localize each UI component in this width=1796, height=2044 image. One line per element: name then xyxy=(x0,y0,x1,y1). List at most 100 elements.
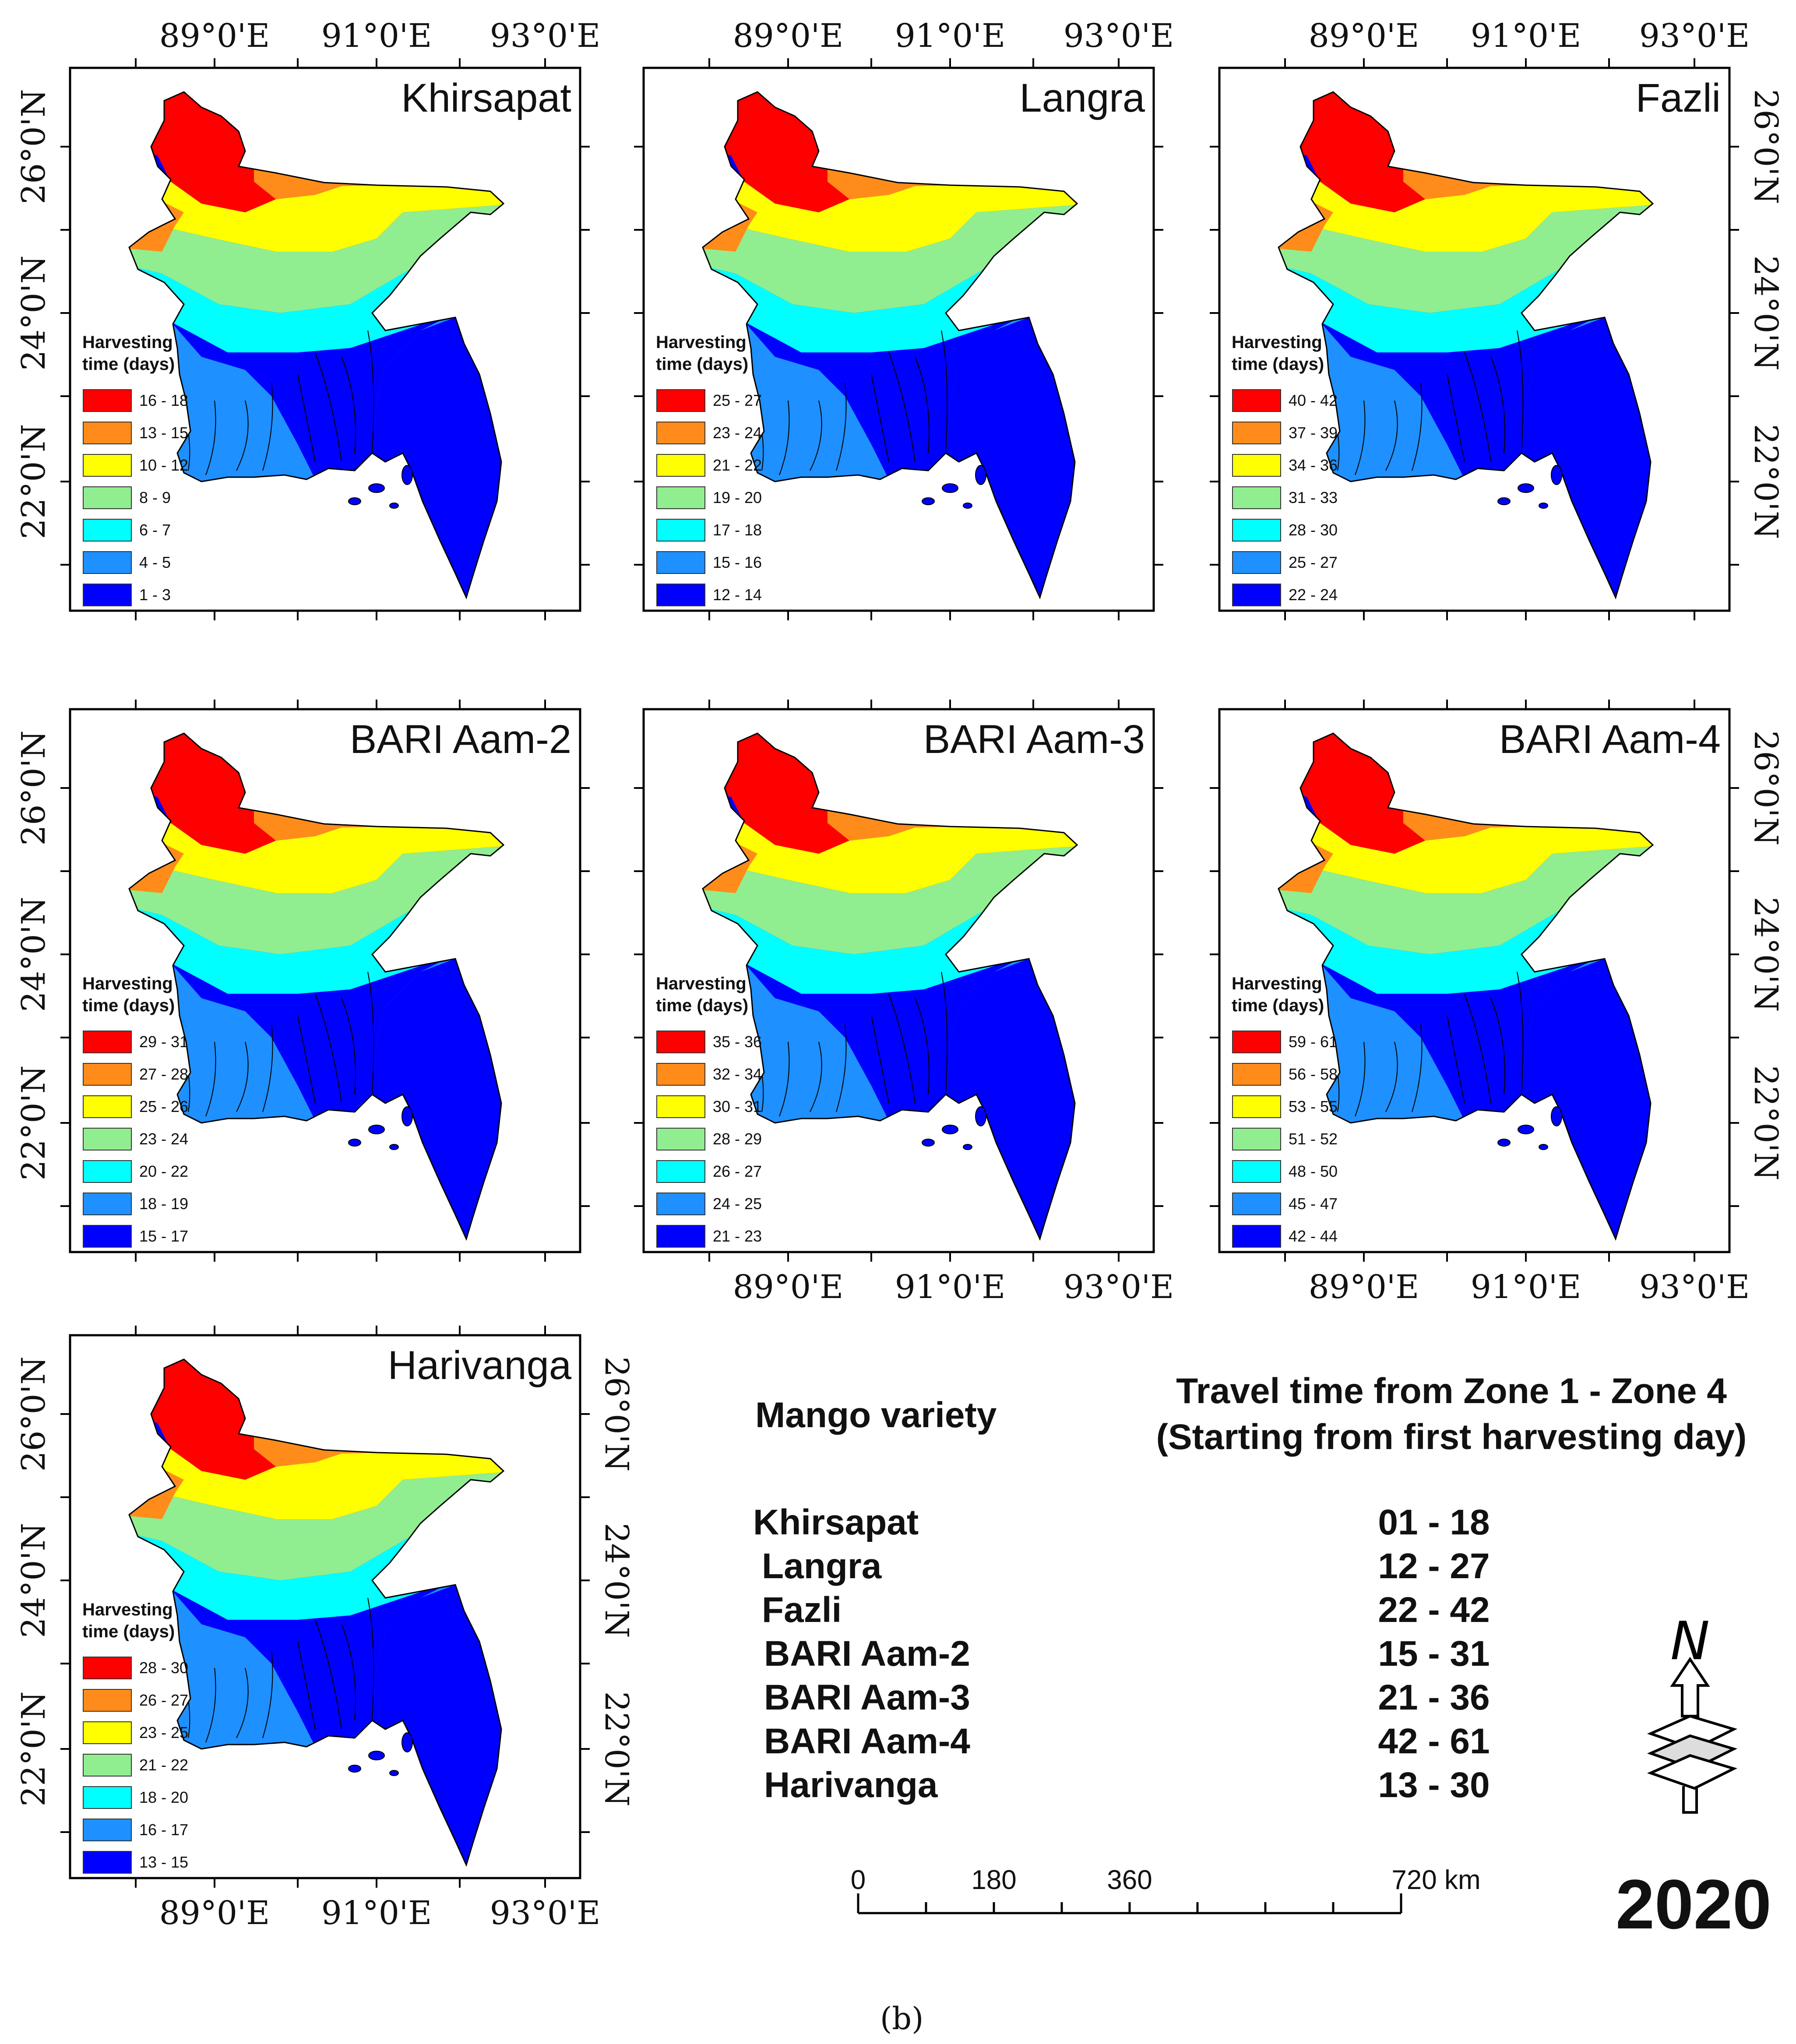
graticule-ticks xyxy=(1210,58,1739,620)
legend-swatch xyxy=(83,1160,132,1183)
island xyxy=(389,1144,399,1150)
legend-swatch xyxy=(83,454,132,477)
summary-col1-header: Mango variety xyxy=(755,1395,997,1435)
map-title: Khirsapat xyxy=(401,76,571,120)
legend-swatch xyxy=(83,1657,132,1679)
legend-range: 30 - 31 xyxy=(713,1098,762,1115)
legend-range: 1 - 3 xyxy=(139,586,171,604)
legend-title-line2: time (days) xyxy=(82,355,175,374)
graticule-ticks xyxy=(634,700,1163,1262)
map-frame xyxy=(69,67,581,612)
lat-label: 24°0'N xyxy=(1747,255,1785,370)
lat-label: 26°0'N xyxy=(598,1356,635,1471)
legend-swatch xyxy=(656,584,705,606)
river-line xyxy=(1490,356,1505,454)
summary-variety: BARI Aam-2 xyxy=(764,1634,970,1674)
map-legend: Harvesting time (days) 25 - 27 23 - 24 21 - … xyxy=(656,333,762,606)
legend-range: 23 - 24 xyxy=(139,1130,188,1148)
legend-range: 25 - 26 xyxy=(139,1098,188,1115)
island xyxy=(1497,1139,1511,1147)
river-line xyxy=(1517,971,1524,1095)
north-arrow: N xyxy=(1647,1611,1738,1814)
legend-range: 42 - 44 xyxy=(1289,1227,1338,1245)
legend-range: 12 - 14 xyxy=(713,586,762,604)
legend-range: 27 - 28 xyxy=(139,1065,188,1083)
legend-swatch xyxy=(1232,519,1281,542)
legend-swatch xyxy=(83,1193,132,1215)
river-line xyxy=(779,400,790,475)
lon-label: 91°0'E xyxy=(895,1268,1006,1306)
legend-swatch xyxy=(1232,584,1281,606)
legend-title-line1: Harvesting xyxy=(82,1600,173,1619)
legend-swatch xyxy=(83,1225,132,1248)
river-line xyxy=(315,352,342,462)
lon-label: 89°0'E xyxy=(159,17,270,55)
river-line xyxy=(262,1024,273,1112)
lat-label: 24°0'N xyxy=(1747,897,1785,1012)
legend-swatch xyxy=(83,1095,132,1118)
legend-range: 37 - 39 xyxy=(1289,424,1338,442)
river-line xyxy=(941,330,948,454)
summary-range: 21 - 36 xyxy=(1378,1678,1490,1717)
legend-swatch xyxy=(656,1031,705,1053)
summary-range: 01 - 18 xyxy=(1378,1502,1490,1542)
graticule-ticks xyxy=(60,58,590,620)
legend-title-line1: Harvesting xyxy=(1232,974,1322,993)
legend-swatch xyxy=(83,1128,132,1150)
zone-class-3 xyxy=(1307,182,1653,252)
legend-swatch xyxy=(83,551,132,574)
legend-title-line1: Harvesting xyxy=(1232,333,1322,352)
legend-swatch xyxy=(656,519,705,542)
island xyxy=(368,1751,385,1760)
river-line xyxy=(1412,383,1423,471)
rivers xyxy=(1333,330,1524,475)
legend-range: 26 - 27 xyxy=(139,1691,188,1709)
island xyxy=(368,483,385,493)
legend-swatch xyxy=(656,551,705,574)
lat-label: 26°0'N xyxy=(15,89,53,204)
summary-range: 22 - 42 xyxy=(1378,1590,1490,1630)
legend-swatch xyxy=(656,486,705,509)
lon-label: 93°0'E xyxy=(490,1894,601,1932)
map-frame xyxy=(1218,708,1731,1253)
river-line xyxy=(205,400,216,475)
island xyxy=(1539,503,1548,509)
island xyxy=(401,1732,413,1752)
legend-title-line2: time (days) xyxy=(82,996,175,1015)
legend-swatch xyxy=(1232,1225,1281,1248)
island xyxy=(975,465,986,485)
zone-class-3 xyxy=(158,1449,504,1519)
legend-title-line2: time (days) xyxy=(1232,355,1324,374)
legend-swatch xyxy=(656,422,705,444)
river-line xyxy=(1385,400,1398,471)
island xyxy=(1551,1106,1562,1126)
legend-swatch xyxy=(1232,1160,1281,1183)
river-line xyxy=(297,1641,316,1730)
legend-title-line1: Harvesting xyxy=(82,974,173,993)
lon-label: 89°0'E xyxy=(733,1268,844,1306)
map-panels: 89°0'E 91°0'E 93°0'E 26°0'N 24°0'N 22°0'N Khir… xyxy=(15,17,1785,1932)
legend-swatch xyxy=(1232,1193,1281,1215)
river-line xyxy=(341,1624,356,1721)
legend-range: 18 - 20 xyxy=(139,1788,188,1806)
legend-range: 25 - 27 xyxy=(1289,553,1338,571)
summary-range: 15 - 31 xyxy=(1378,1634,1490,1674)
island xyxy=(975,1106,986,1126)
island xyxy=(942,483,958,493)
lat-label: 24°0'N xyxy=(15,1523,53,1638)
legend-range: 15 - 16 xyxy=(713,553,762,571)
lon-label: 91°0'E xyxy=(895,17,1006,55)
scale-label: 720 km xyxy=(1391,1865,1480,1895)
graticule-ticks xyxy=(1210,700,1739,1262)
lon-label: 89°0'E xyxy=(1309,1268,1419,1306)
legend-swatch xyxy=(1232,1063,1281,1086)
lon-label: 93°0'E xyxy=(1064,1268,1174,1306)
legend-title-line1: Harvesting xyxy=(656,974,747,993)
legend-range: 16 - 18 xyxy=(139,391,188,409)
island xyxy=(963,503,972,509)
legend-title-line2: time (days) xyxy=(82,1622,175,1641)
map-legend: Harvesting time (days) 28 - 30 26 - 27 23 - … xyxy=(82,1600,188,1874)
river-line xyxy=(1447,1015,1465,1104)
legend-range: 25 - 27 xyxy=(713,391,762,409)
island xyxy=(1539,1144,1548,1150)
